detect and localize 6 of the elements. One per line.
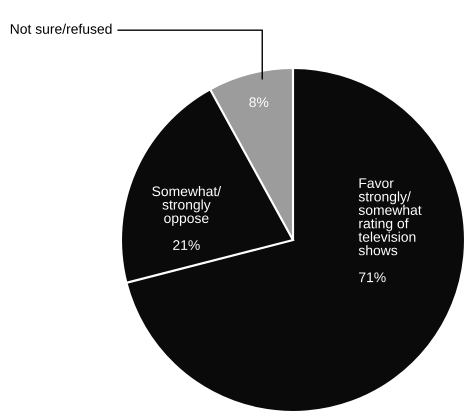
- data-label: 21%: [173, 240, 200, 250]
- data-label: 71%: [359, 272, 386, 282]
- slice-label: Not sure/refused: [10, 24, 112, 34]
- slice-label: Favor strongly/ somewhat rating of television shows: [358, 178, 422, 256]
- data-label: 8%: [249, 97, 268, 108]
- slice-label: Somewhat/ strongly oppose: [152, 186, 222, 226]
